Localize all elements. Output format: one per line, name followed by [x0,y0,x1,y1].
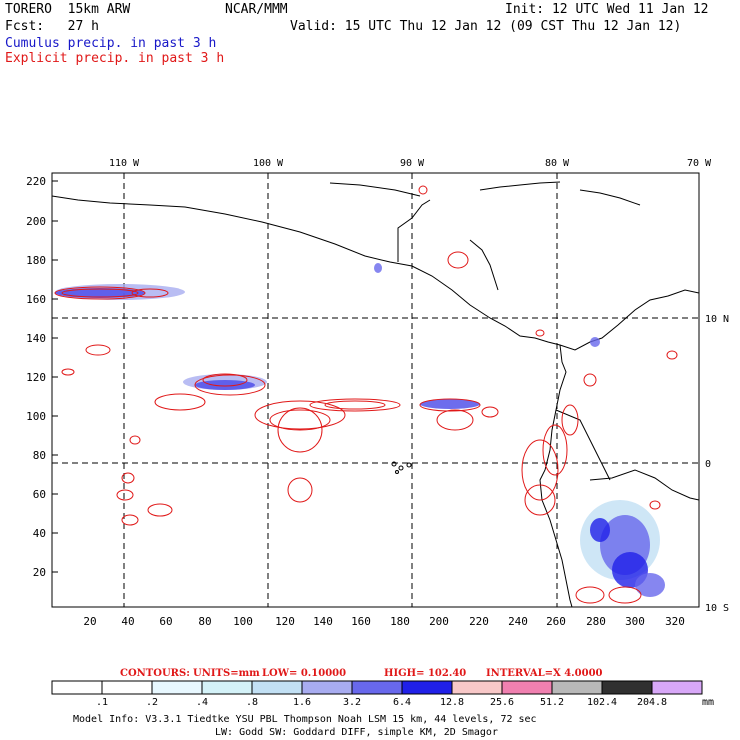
x-tick-100: 100 [233,615,253,628]
lon-label-90w: 90 W [400,158,425,169]
x-tick-80: 80 [198,615,211,628]
colorbar-unit: mm [702,697,714,708]
lat-label-10n: 10 N [705,314,729,325]
y-tick-100: 100 [26,410,46,423]
x-tick-140: 140 [313,615,333,628]
colorbar-swatch [451,680,503,695]
lon-label-100w: 100 W [253,158,284,169]
y-tick-200: 200 [26,215,46,228]
contour-interval: INTERVAL=X 4.0000 [486,668,603,679]
model-info-line2: LW: Godd SW: Goddard DIFF, simple KM, 2D… [215,727,498,738]
colorbar-label: 1.6 [293,697,311,708]
colorbar-label: 3.2 [343,697,361,708]
colorbar-label: 6.4 [393,697,411,708]
colorbar-swatch [201,680,253,695]
y-tick-60: 60 [33,488,46,501]
y-tick-140: 140 [26,332,46,345]
colorbar-label: 25.6 [490,697,514,708]
x-tick-220: 220 [469,615,489,628]
y-tick-80: 80 [33,449,46,462]
lon-label-80w: 80 W [545,158,570,169]
x-tick-280: 280 [586,615,606,628]
lon-label-110w: 110 W [109,158,140,169]
y-tick-40: 40 [33,527,46,540]
organization-label: NCAR/MMM [225,2,288,17]
x-tick-300: 300 [625,615,645,628]
init-time: Init: 12 UTC Wed 11 Jan 12 [505,2,709,17]
x-tick-160: 160 [351,615,371,628]
x-tick-320: 320 [665,615,685,628]
colorbar-label: 204.8 [637,697,667,708]
lat-label-10s: 10 S [705,603,729,614]
axis-ticks [52,180,58,573]
contour-high: HIGH= 102.40 [384,668,466,679]
colorbar-swatch [251,680,303,695]
x-tick-60: 60 [159,615,172,628]
y-tick-180: 180 [26,254,46,267]
colorbar [51,680,703,695]
contour-units: UNITS=mm [193,668,260,679]
y-tick-20: 20 [33,566,46,579]
galapagos-islands [391,461,412,474]
colorbar-swatch [351,680,403,695]
contour-label: CONTOURS: [120,668,190,679]
colorbar-label: 102.4 [587,697,617,708]
x-tick-240: 240 [508,615,528,628]
colorbar-label: 51.2 [540,697,564,708]
y-tick-220: 220 [26,175,46,188]
colorbar-label: .8 [246,697,258,708]
coastlines [51,181,700,608]
legend-cumulus: Cumulus precip. in past 3 h [5,36,217,51]
x-tick-40: 40 [121,615,134,628]
lon-label-70w: 70 W [687,158,712,169]
y-tick-160: 160 [26,293,46,306]
model-title: TORERO 15km ARW [5,2,131,17]
colorbar-label: .1 [96,697,108,708]
x-tick-180: 180 [390,615,410,628]
colorbar-swatch [551,680,603,695]
colorbar-swatch [301,680,353,695]
lat-label-0: 0 [705,459,711,470]
model-info-line1: Model Info: V3.3.1 Tiedtke YSU PBL Thomp… [73,714,537,725]
contour-low: LOW= 0.10000 [262,668,346,679]
explicit-precip [54,185,678,604]
colorbar-swatch [501,680,553,695]
x-tick-120: 120 [275,615,295,628]
x-tick-200: 200 [429,615,449,628]
colorbar-swatch [51,680,103,695]
colorbar-swatch [651,680,703,695]
valid-time: Valid: 15 UTC Thu 12 Jan 12 (09 CST Thu … [290,19,682,34]
colorbar-swatch [601,680,653,695]
colorbar-label: .2 [146,697,158,708]
colorbar-swatch [101,680,153,695]
colorbar-swatch [401,680,453,695]
graticule [52,173,699,607]
x-tick-260: 260 [546,615,566,628]
y-tick-120: 120 [26,371,46,384]
x-tick-20: 20 [83,615,96,628]
forecast-hour: Fcst: 27 h [5,19,99,34]
colorbar-swatch [151,680,203,695]
colorbar-label: .4 [196,697,208,708]
legend-explicit: Explicit precip. in past 3 h [5,51,225,66]
colorbar-label: 12.8 [440,697,464,708]
